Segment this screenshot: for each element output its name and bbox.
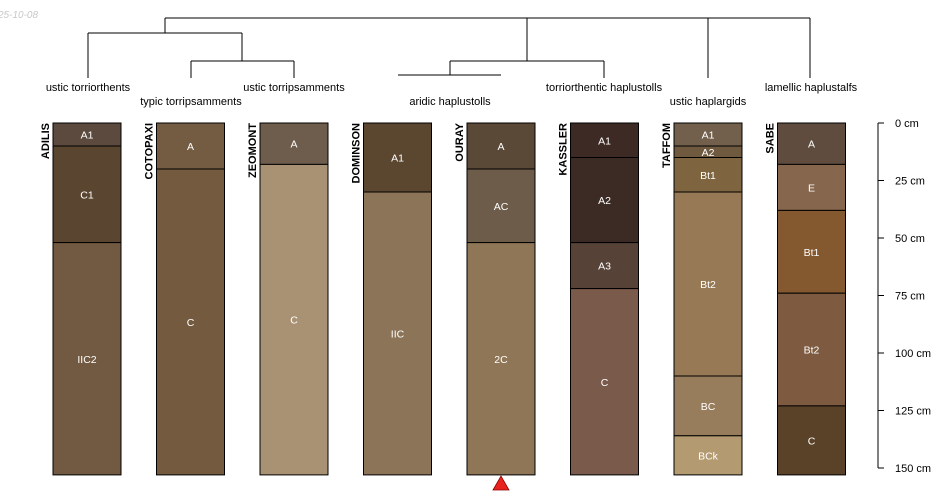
horizon-label: AC [494,201,509,213]
horizon-label: A1 [702,130,715,142]
horizon-label: IIC [391,328,405,340]
selected-profile-marker-icon [492,475,510,491]
depth-axis-tick-label: 75 cm [895,291,925,303]
horizon-block [777,163,846,211]
horizon-label: 2C [494,354,508,366]
horizon-block [259,163,329,476]
horizon-block [570,242,639,290]
horizon-label: A [497,141,504,153]
horizon-label: Bt1 [804,247,820,259]
horizon-label: C [187,317,195,329]
horizon-block [777,209,846,294]
depth-axis-tick-label: 100 cm [895,348,931,360]
horizon-label: A1 [391,153,404,165]
soil-profile-cotopaxi: A C COTOPAXI [144,122,225,476]
profile-name-label: OURAY [454,122,466,161]
horizon-label: Bt1 [700,170,716,182]
taxonomic-dendrogram [87,17,811,78]
horizon-label: A3 [598,261,611,273]
horizon-label: BCk [698,450,719,462]
horizon-block [156,122,225,170]
horizon-block [777,122,846,165]
date-stamp: 25-10-08 [0,10,38,21]
horizon-label: IIC2 [77,354,96,366]
taxon-label: aridic haplustolls [409,96,491,108]
horizon-label: Bt2 [700,279,716,291]
profile-name-label: KASSLER [558,123,570,176]
horizon-label: A2 [702,147,715,159]
depth-axis-tick-label: 150 cm [895,463,931,475]
soil-profile-taffom: A1 A2 Bt1 Bt2 BC BCk TAFFOM [661,122,743,476]
horizon-block [363,191,432,476]
profile-name-label: TAFFOM [661,123,673,168]
horizon-block [156,168,225,476]
horizon-label: C [808,435,816,447]
horizon-label: A [290,139,297,151]
profile-name-label: COTOPAXI [144,123,156,179]
horizon-label: BC [701,401,716,413]
selected-profile-marker-layer [492,475,510,491]
soil-profile-adilis: A1 C1 IIC2 ADILIS [40,122,122,476]
horizon-block [673,191,743,377]
horizon-label: A2 [598,195,611,207]
depth-axis-tick-label: 0 cm [895,118,919,130]
taxon-label: ustic torripsamments [243,82,345,94]
depth-axis-tick-label: 25 cm [895,176,925,188]
taxon-label: ustic torriorthents [46,82,131,94]
horizon-label: E [808,182,815,194]
soil-profile-sabe: A E Bt1 Bt2 C SABE [765,122,846,476]
profile-name-label: DOMINSON [351,123,363,184]
horizon-block [777,405,846,476]
horizon-label: A [187,141,194,153]
depth-axis-tick-label: 50 cm [895,233,925,245]
horizon-label: A1 [81,130,94,142]
horizon-block [363,122,432,193]
horizon-block [466,168,536,244]
soil-profile-zeomont: A C ZEOMONT [247,122,329,476]
horizon-label: C [290,315,298,327]
profile-name-label: SABE [765,123,777,154]
horizon-block [570,122,639,158]
taxonomic-labels: ustic torriorthents typic torripsamments… [46,82,858,108]
horizon-block [673,435,743,476]
profile-name-label: ZEOMONT [247,123,259,178]
horizon-block [52,242,122,476]
horizon-block [466,242,536,476]
horizon-label: C [601,377,609,389]
soil-profile-ouray: A AC 2C OURAY [454,122,536,476]
taxon-label: lamellic haplustalfs [765,82,858,94]
horizon-block [52,145,122,244]
taxon-label: typic torripsamments [140,96,242,108]
horizon-block [570,288,639,476]
soil-profile-kassler: A1 A2 A3 C KASSLER [558,122,639,476]
taxon-label: ustic haplargids [670,96,747,108]
depth-axis-tick-label: 125 cm [895,406,931,418]
horizon-label: Bt2 [804,345,820,357]
horizon-block [777,292,846,407]
profile-name-label: ADILIS [40,123,52,159]
depth-axis: 0 cm 25 cm 50 cm 75 cm 100 cm 125 cm 150 cm [877,118,931,475]
horizon-block [570,157,639,244]
horizon-label: C1 [80,189,94,201]
horizon-label: A [808,139,815,151]
horizon-block [259,122,329,165]
soil-profile-dominson: A1 IIC DOMINSON [351,122,432,476]
horizon-block [466,122,536,170]
horizon-label: A1 [598,135,611,147]
taxon-label: torriorthentic haplustolls [546,82,663,94]
